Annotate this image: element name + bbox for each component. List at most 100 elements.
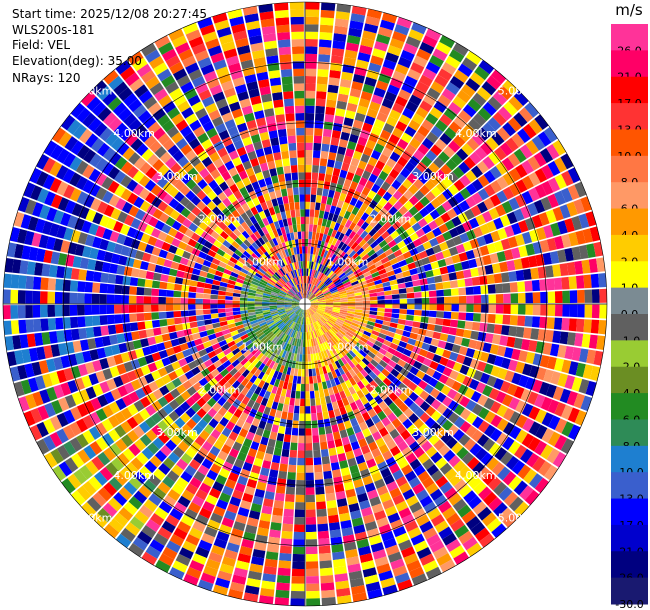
velocity-gate [314, 471, 324, 480]
velocity-gate [275, 409, 282, 419]
velocity-gate [320, 17, 334, 26]
velocity-gate [36, 248, 46, 263]
velocity-gate [147, 102, 162, 115]
velocity-gate [281, 530, 293, 540]
velocity-gate [177, 263, 187, 272]
velocity-gate [96, 347, 107, 359]
velocity-gate [319, 552, 332, 562]
velocity-gate [373, 87, 386, 98]
velocity-gate [425, 446, 438, 458]
velocity-gate [43, 191, 56, 206]
velocity-gate [352, 215, 361, 225]
velocity-gate [380, 343, 390, 352]
velocity-gate [369, 389, 379, 399]
velocity-gate [171, 482, 185, 495]
velocity-gate [281, 76, 293, 85]
velocity-gate [243, 349, 251, 358]
velocity-gate [403, 553, 419, 565]
velocity-gate [325, 269, 332, 277]
velocity-gate [506, 336, 516, 348]
velocity-gate [158, 42, 174, 55]
velocity-gate [467, 118, 482, 132]
velocity-gate [359, 202, 369, 212]
velocity-gate [331, 326, 339, 333]
velocity-gate [265, 375, 273, 384]
velocity-gate [197, 56, 212, 69]
velocity-gate [202, 382, 213, 392]
velocity-gate [263, 146, 273, 156]
velocity-gate [398, 314, 407, 320]
velocity-gate [262, 297, 270, 301]
velocity-gate [437, 340, 447, 349]
velocity-gate [173, 297, 181, 304]
velocity-gate [69, 172, 82, 187]
velocity-gate [143, 304, 152, 313]
velocity-gate [146, 153, 159, 166]
velocity-gate [258, 519, 271, 530]
velocity-gate [404, 470, 417, 482]
velocity-gate [165, 381, 176, 392]
velocity-gate [291, 313, 297, 321]
velocity-gate [256, 481, 267, 491]
velocity-gate [74, 217, 85, 231]
velocity-gate [554, 434, 568, 451]
velocity-gate [138, 329, 148, 339]
velocity-gate [217, 570, 233, 582]
velocity-gate [159, 281, 168, 290]
velocity-gate [179, 196, 191, 207]
velocity-gate [274, 159, 283, 168]
velocity-gate [458, 312, 467, 321]
velocity-gate [351, 5, 367, 16]
velocity-gate [116, 142, 130, 156]
velocity-gate [408, 184, 419, 195]
velocity-gate [421, 224, 432, 234]
velocity-gate [180, 390, 191, 401]
velocity-gate [331, 311, 340, 315]
velocity-gate [338, 329, 346, 336]
velocity-gate [49, 432, 63, 448]
velocity-gate [310, 297, 318, 302]
velocity-gate [285, 308, 293, 312]
velocity-gate [296, 338, 300, 347]
velocity-gate [336, 199, 344, 209]
velocity-gate [201, 96, 215, 108]
velocity-gate [369, 347, 379, 356]
velocity-gate [395, 120, 408, 132]
velocity-gate [65, 341, 75, 355]
velocity-gate [270, 277, 278, 284]
velocity-gate [86, 497, 102, 512]
velocity-gate [253, 434, 262, 444]
velocity-gate [339, 348, 346, 357]
velocity-gate [31, 361, 42, 376]
velocity-gate [20, 214, 32, 230]
velocity-gate [366, 69, 380, 80]
velocity-gate [82, 480, 97, 496]
velocity-gate [311, 346, 316, 354]
velocity-gate [211, 342, 221, 351]
velocity-gate [550, 371, 561, 385]
velocity-gate [305, 317, 308, 325]
velocity-gate [275, 17, 290, 26]
velocity-gate [361, 186, 371, 197]
velocity-gate [140, 232, 151, 244]
velocity-gate [477, 331, 487, 342]
velocity-gate [407, 424, 418, 435]
velocity-gate [76, 433, 89, 448]
velocity-gate [332, 309, 340, 314]
velocity-gate [320, 225, 326, 234]
velocity-gate [246, 478, 258, 489]
velocity-gate [292, 345, 296, 354]
velocity-gate [281, 242, 287, 250]
velocity-gate [95, 225, 106, 238]
velocity-gate [391, 313, 400, 319]
velocity-gate [297, 324, 301, 332]
velocity-gate [357, 261, 366, 269]
velocity-gate [269, 77, 282, 87]
velocity-gate [108, 477, 123, 492]
velocity-gate [89, 153, 102, 168]
velocity-gate [357, 461, 368, 472]
velocity-gate [273, 394, 281, 403]
velocity-gate [34, 218, 46, 233]
velocity-gate [313, 330, 318, 338]
velocity-gate [326, 331, 332, 339]
